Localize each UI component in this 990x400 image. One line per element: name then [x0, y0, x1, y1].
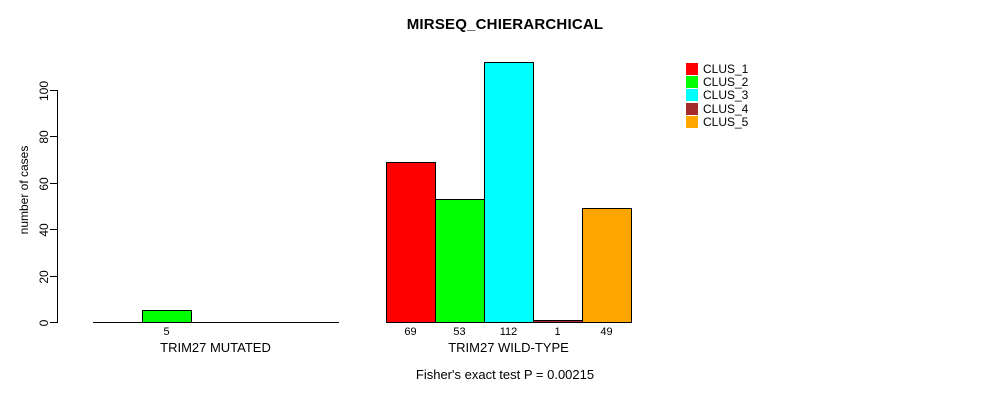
legend-swatch [686, 76, 698, 88]
legend-label: CLUS_4 [703, 102, 749, 116]
y-tick [50, 229, 57, 230]
legend-swatch [686, 103, 698, 115]
bar [386, 162, 436, 323]
footnote: Fisher's exact test P = 0.00215 [415, 367, 595, 382]
bar-value-label: 49 [600, 326, 613, 338]
bar [142, 310, 192, 323]
legend-row: CLUS_5 [686, 115, 749, 129]
bar [533, 320, 583, 323]
y-tick [50, 90, 57, 91]
chart-title: MIRSEQ_CHIERARCHICAL [406, 16, 604, 33]
bar-value-label: 1 [554, 326, 561, 338]
y-tick [50, 276, 57, 277]
y-tick-label: 20 [37, 269, 51, 284]
legend-swatch [686, 89, 698, 101]
y-axis-label: number of cases [17, 145, 31, 235]
bar [240, 322, 290, 323]
bar [289, 322, 339, 323]
bar [582, 208, 632, 323]
legend-row: CLUS_4 [686, 102, 749, 116]
y-tick-label: 100 [37, 80, 51, 101]
legend-swatch [686, 63, 698, 75]
legend-row: CLUS_3 [686, 88, 749, 102]
y-tick-label: 60 [37, 176, 51, 191]
bar-value-label: 5 [163, 326, 170, 338]
bar [93, 322, 143, 323]
legend-label: CLUS_2 [703, 75, 749, 89]
y-tick-label: 40 [37, 222, 51, 237]
legend-label: CLUS_1 [703, 62, 749, 76]
y-tick-label: 80 [37, 129, 51, 144]
bar-value-label: 69 [404, 326, 417, 338]
y-tick-label: 0 [37, 319, 51, 326]
bar [435, 199, 485, 323]
bar-value-label: 53 [453, 326, 466, 338]
y-tick [50, 136, 57, 137]
bar [191, 322, 241, 323]
group-label: TRIM27 WILD-TYPE [448, 340, 569, 355]
y-tick [50, 322, 57, 323]
legend-row: CLUS_1 [686, 62, 749, 76]
legend-swatch [686, 116, 698, 128]
y-tick [50, 183, 57, 184]
legend-label: CLUS_3 [703, 88, 749, 102]
legend-label: CLUS_5 [703, 115, 749, 129]
group-label: TRIM27 MUTATED [160, 340, 271, 355]
bar-value-label: 112 [499, 326, 518, 338]
legend-row: CLUS_2 [686, 75, 749, 89]
bar [484, 62, 534, 323]
y-axis-line [57, 90, 58, 323]
